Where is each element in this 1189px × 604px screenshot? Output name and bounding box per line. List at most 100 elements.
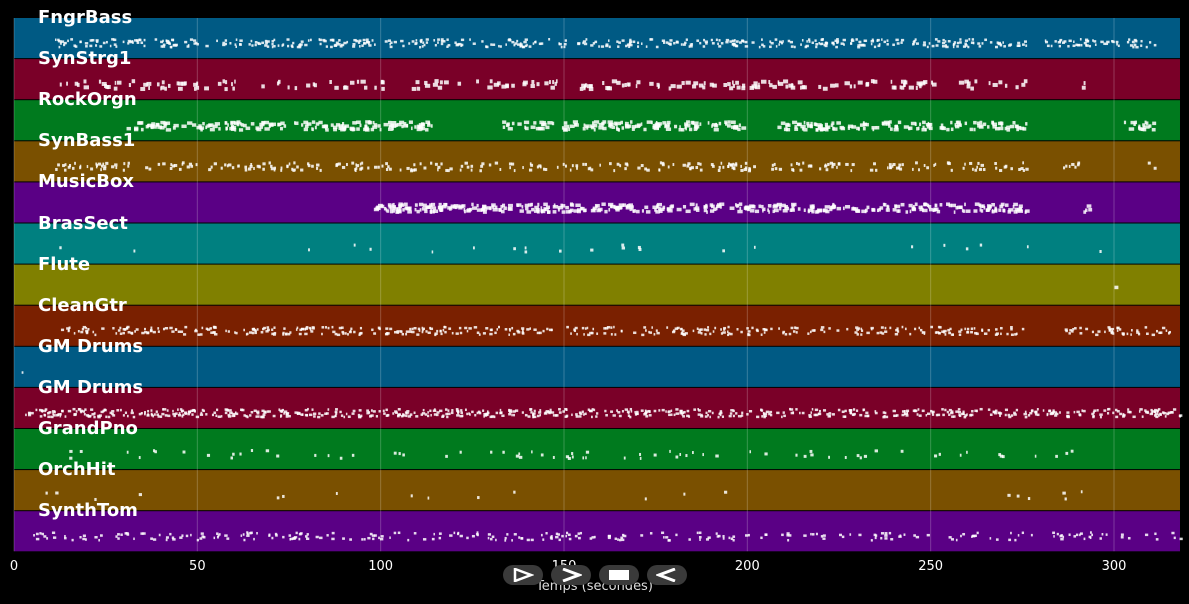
note — [853, 84, 856, 89]
note — [33, 534, 35, 537]
note — [783, 79, 789, 84]
note — [821, 42, 824, 46]
note — [790, 163, 793, 167]
note — [762, 411, 765, 415]
note — [730, 120, 736, 124]
note — [574, 326, 578, 330]
note — [503, 206, 507, 210]
note — [396, 414, 400, 418]
fast-forward-button[interactable] — [551, 565, 591, 585]
note — [883, 415, 886, 418]
note — [440, 38, 444, 41]
note — [625, 125, 630, 129]
note — [610, 333, 613, 336]
note — [585, 456, 587, 460]
note — [64, 534, 66, 538]
note — [261, 409, 265, 413]
note — [604, 209, 608, 214]
note — [842, 206, 845, 211]
note — [749, 204, 755, 208]
note — [960, 328, 963, 332]
note — [593, 535, 596, 539]
note — [934, 454, 938, 458]
note — [592, 42, 596, 45]
note — [842, 38, 846, 42]
note — [797, 122, 802, 127]
note — [1079, 532, 1083, 535]
note — [655, 210, 660, 214]
note — [735, 40, 739, 43]
note — [822, 86, 828, 91]
note — [971, 535, 973, 538]
note — [490, 537, 493, 541]
note — [222, 41, 226, 45]
note — [386, 413, 390, 417]
note — [224, 39, 228, 42]
note — [1128, 127, 1135, 131]
note — [498, 207, 502, 212]
note — [244, 168, 248, 172]
note — [636, 412, 639, 416]
note — [265, 449, 270, 453]
note — [258, 165, 261, 169]
note — [651, 326, 653, 329]
note — [719, 205, 722, 209]
note — [579, 531, 583, 535]
note — [350, 327, 353, 331]
note — [578, 415, 582, 418]
note — [874, 449, 878, 453]
note — [602, 120, 607, 124]
note — [729, 412, 733, 415]
note — [383, 412, 386, 415]
note — [999, 326, 1003, 330]
note — [689, 45, 693, 48]
note — [47, 411, 50, 415]
note — [123, 328, 127, 331]
note — [401, 124, 404, 129]
note — [296, 411, 300, 415]
note — [772, 205, 778, 209]
note — [983, 332, 988, 335]
note — [531, 450, 533, 454]
note — [103, 408, 107, 412]
note — [712, 83, 717, 88]
note — [683, 43, 686, 46]
note — [811, 408, 814, 411]
note — [489, 206, 492, 211]
stop-button[interactable] — [599, 565, 639, 585]
note — [341, 124, 344, 128]
note — [91, 413, 95, 416]
note — [983, 168, 986, 172]
note — [493, 415, 496, 419]
chevron-right-icon — [562, 568, 582, 582]
note — [368, 42, 370, 45]
note — [321, 332, 323, 336]
note — [772, 209, 775, 214]
note — [807, 332, 810, 335]
note — [653, 409, 657, 413]
note — [1065, 329, 1068, 333]
note — [899, 167, 903, 171]
note — [937, 413, 941, 417]
note — [667, 42, 671, 45]
note — [1054, 40, 1057, 43]
note — [729, 163, 734, 167]
note — [218, 533, 221, 536]
note — [184, 40, 188, 44]
note — [1071, 162, 1075, 166]
rewind-button[interactable] — [647, 565, 687, 585]
note — [217, 81, 222, 86]
note — [654, 208, 657, 212]
note — [454, 41, 457, 44]
note — [493, 82, 500, 87]
note — [944, 333, 947, 336]
note — [117, 537, 120, 540]
note — [618, 203, 624, 207]
play-button[interactable] — [503, 565, 543, 585]
note — [89, 44, 93, 48]
note — [262, 413, 266, 416]
note — [935, 203, 938, 208]
note — [543, 202, 548, 207]
note — [898, 163, 902, 167]
note — [805, 44, 809, 48]
